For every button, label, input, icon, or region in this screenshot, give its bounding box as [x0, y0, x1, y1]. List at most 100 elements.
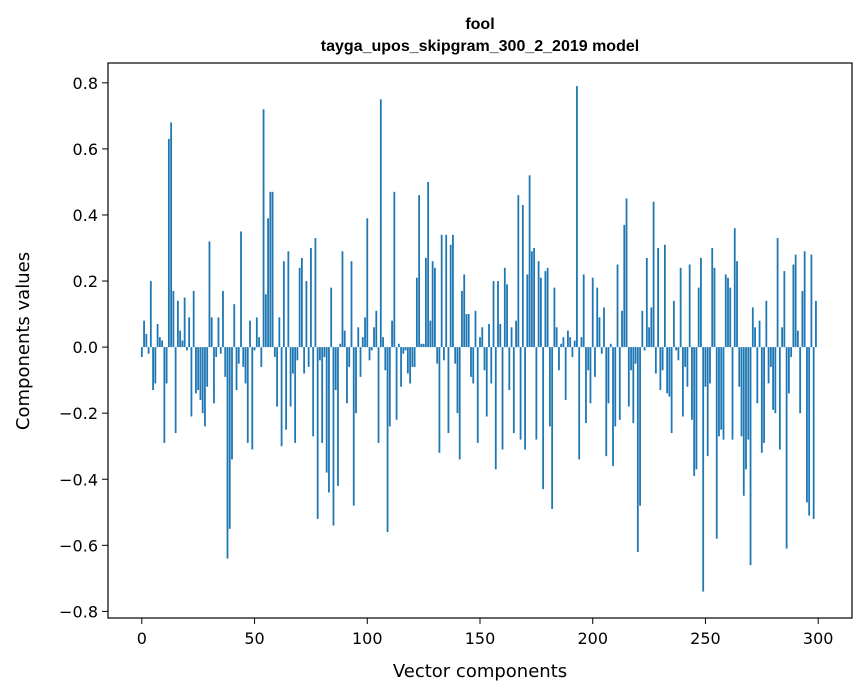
bar-252	[709, 347, 711, 384]
bar-28	[204, 347, 206, 427]
bar-280	[772, 347, 774, 410]
bar-267	[742, 347, 745, 496]
bar-178	[542, 347, 545, 490]
bar-125	[422, 343, 425, 348]
bar-220	[636, 347, 639, 552]
bar-265	[738, 347, 741, 387]
bar-130	[434, 267, 436, 348]
bar-261	[729, 287, 732, 348]
bar-156	[492, 281, 495, 348]
bar-62	[280, 347, 283, 447]
bar-95	[355, 347, 357, 414]
bar-132	[438, 347, 441, 453]
y-tick-label: −0.6	[59, 536, 98, 555]
bar-10	[163, 347, 166, 443]
bar-140	[456, 347, 459, 414]
bar-135	[445, 234, 448, 348]
bar-128	[429, 320, 432, 348]
bar-199	[589, 347, 592, 404]
bar-210	[614, 347, 617, 427]
bar-1	[143, 320, 145, 348]
bar-153	[485, 347, 488, 417]
x-tick-label: 200	[577, 629, 608, 648]
bar-113	[395, 347, 398, 420]
bar-89	[341, 251, 344, 348]
bar-60	[276, 347, 278, 407]
bar-133	[440, 234, 443, 348]
bar-278	[767, 347, 770, 384]
bar-164	[510, 327, 513, 348]
y-tick-label: 0.0	[73, 338, 98, 357]
bar-226	[650, 307, 653, 348]
bar-169	[521, 205, 524, 348]
bar-115	[400, 347, 402, 387]
bar-293	[801, 290, 804, 348]
bar-56	[267, 218, 269, 348]
bar-52	[258, 337, 260, 348]
bar-287	[787, 347, 790, 394]
y-tick-label: 0.2	[73, 272, 98, 291]
bar-268	[745, 347, 747, 470]
bar-134	[443, 347, 445, 361]
bar-64	[285, 347, 288, 430]
bar-258	[722, 347, 725, 440]
bar-228	[654, 347, 657, 374]
bar-18	[181, 340, 184, 348]
bar-43	[237, 347, 240, 364]
bar-45	[242, 347, 245, 367]
bar-299	[815, 300, 817, 348]
bar-144	[465, 314, 468, 348]
bar-206	[605, 347, 608, 457]
bar-39	[228, 347, 231, 529]
bar-197	[585, 347, 587, 424]
bar-235	[670, 347, 673, 433]
bar-279	[769, 347, 772, 367]
bar-189	[567, 330, 569, 348]
bar-246	[695, 347, 698, 470]
bar-284	[781, 327, 784, 348]
bar-149	[476, 347, 479, 443]
bar-47	[246, 347, 249, 443]
bar-272	[754, 327, 756, 348]
bar-238	[677, 347, 680, 361]
x-tick-label: 300	[803, 629, 834, 648]
bar-3	[147, 347, 150, 354]
bar-6	[154, 347, 157, 384]
bar-127	[427, 181, 430, 348]
bar-177	[539, 277, 542, 348]
bar-247	[697, 287, 700, 348]
bar-0	[140, 347, 143, 358]
bar-7	[156, 323, 159, 348]
bar-67	[291, 347, 294, 374]
bar-24	[195, 347, 197, 394]
bar-198	[587, 347, 590, 371]
bar-138	[452, 234, 454, 348]
bar-277	[765, 300, 768, 348]
bar-109	[386, 347, 389, 533]
bar-151	[481, 327, 484, 348]
bar-121	[413, 347, 416, 367]
bar-38	[226, 347, 229, 559]
bar-243	[688, 264, 691, 348]
bar-260	[727, 277, 729, 348]
bar-211	[616, 264, 619, 348]
bar-270	[749, 347, 752, 566]
bar-233	[666, 347, 669, 394]
bar-76	[312, 347, 315, 437]
bar-146	[470, 347, 472, 377]
bar-70	[298, 267, 301, 348]
bar-143	[463, 274, 466, 348]
bar-221	[639, 347, 641, 506]
bar-200	[591, 277, 594, 348]
bar-37	[224, 347, 227, 377]
bar-237	[675, 347, 678, 351]
bar-241	[684, 347, 687, 367]
bar-58	[271, 191, 274, 348]
bar-44	[240, 231, 242, 348]
bar-179	[544, 271, 547, 348]
bar-289	[792, 264, 795, 348]
y-tick-label: −0.2	[59, 404, 98, 423]
bar-66	[289, 347, 292, 407]
bar-266	[740, 347, 743, 437]
